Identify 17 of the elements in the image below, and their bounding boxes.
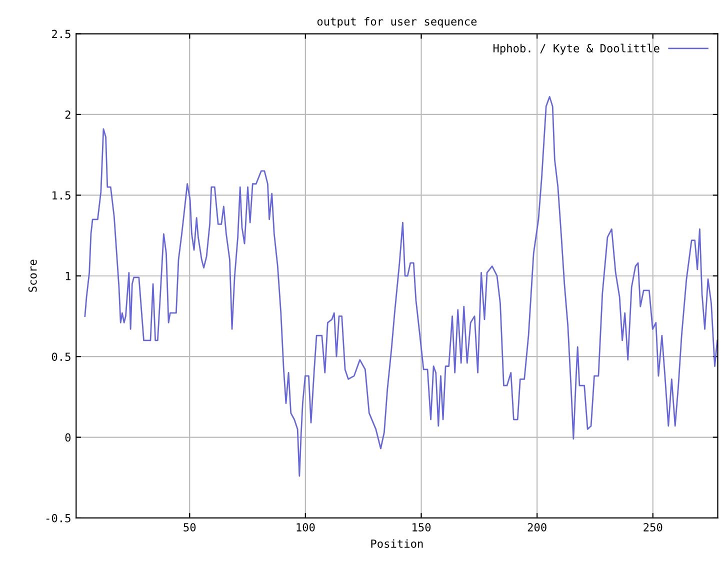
x-tick-label: 200: [528, 523, 546, 532]
y-tick-label: 2: [65, 110, 70, 119]
y-tick-label: 2.5: [52, 30, 70, 38]
y-axis-title: Score: [28, 260, 37, 292]
y-tick-label: 0.5: [52, 352, 70, 361]
x-tick-label: 150: [412, 523, 431, 532]
x-tick-label: 250: [644, 523, 662, 532]
x-tick-label: 100: [296, 523, 315, 532]
chart-title: output for user sequence: [317, 17, 477, 28]
x-axis-title: Position: [371, 539, 423, 548]
y-tick-label: 1: [66, 272, 71, 280]
y-tick-label: 1.5: [52, 191, 70, 200]
x-tick-label: 50: [184, 523, 196, 532]
y-tick-label: 0: [65, 433, 71, 442]
legend-label: Hphob. / Kyte & Doolittle: [493, 44, 660, 55]
y-tick-label: -0.5: [46, 514, 70, 522]
line-series: [84, 96, 718, 477]
